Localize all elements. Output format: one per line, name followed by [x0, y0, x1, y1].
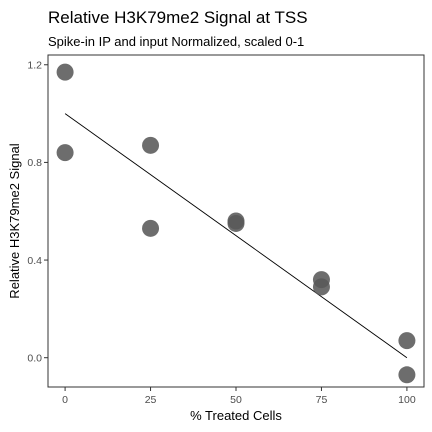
- trend-line: [64, 113, 408, 359]
- x-tick-label: 75: [316, 394, 328, 406]
- data-point: [227, 214, 245, 232]
- data-point: [142, 136, 160, 154]
- y-tick-label: 0.0: [27, 353, 42, 365]
- y-tick-label: 0.4: [27, 255, 42, 267]
- x-axis-title: % Treated Cells: [190, 408, 282, 423]
- data-point: [312, 278, 330, 296]
- x-axis: 0 25 50 75 100: [62, 387, 416, 406]
- x-tick-label: 25: [145, 394, 157, 406]
- data-point: [56, 63, 74, 81]
- y-axis-title: Relative H3K79me2 Signal: [7, 143, 22, 298]
- data-point: [142, 219, 160, 237]
- y-tick-label: 1.2: [27, 60, 42, 72]
- chart-title: Relative H3K79me2 Signal at TSS: [48, 8, 308, 27]
- x-tick-label: 0: [62, 394, 68, 406]
- data-point: [398, 366, 416, 384]
- data-point: [398, 332, 416, 350]
- y-tick-label: 0.8: [27, 157, 42, 169]
- x-tick-label: 100: [398, 394, 416, 406]
- data-points: [56, 63, 416, 384]
- x-tick-label: 50: [230, 394, 242, 406]
- data-point: [56, 144, 74, 162]
- y-axis: 0.0 0.4 0.8 1.2: [27, 60, 48, 365]
- chart-subtitle: Spike-in IP and input Normalized, scaled…: [48, 34, 304, 49]
